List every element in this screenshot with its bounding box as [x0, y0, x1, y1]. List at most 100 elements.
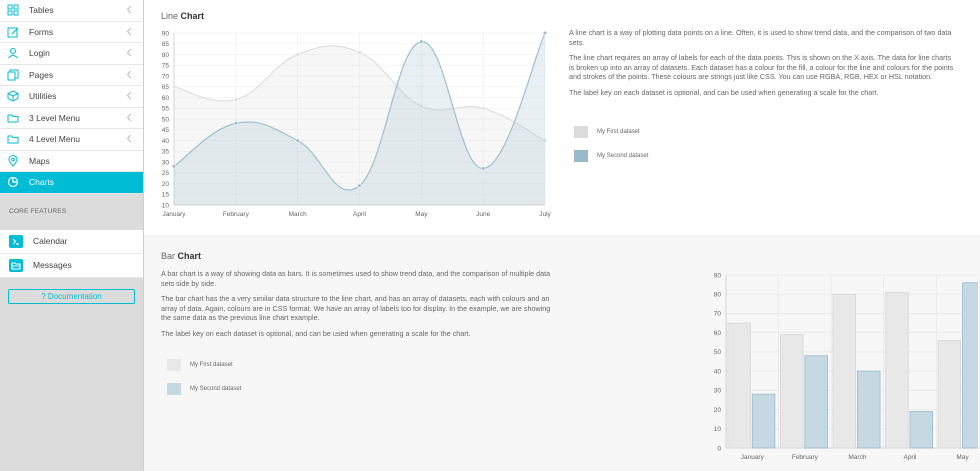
sidebar-item-label: Calendar: [33, 236, 68, 246]
bar-legend-label-first: My First dataset: [190, 362, 233, 368]
line-y-tick-label: 45: [162, 127, 170, 134]
core-features-nav: Calendar Messages: [0, 229, 143, 278]
line-chart-title: Line Chart: [161, 11, 205, 21]
bar-y-tick-label: 80: [714, 292, 722, 299]
bar-second[interactable]: [909, 411, 934, 449]
bar-desc-paragraph-2: The bar chart has the a very similar dat…: [161, 294, 551, 323]
legend-label-first: My First dataset: [597, 129, 640, 135]
bar-y-tick-label: 30: [714, 388, 722, 395]
bar-y-tick-label: 20: [714, 407, 722, 414]
bar-y-tick-label: 70: [714, 311, 722, 318]
line-point-second[interactable]: [419, 39, 424, 44]
bar-legend-label-second: My Second dataset: [190, 386, 242, 392]
chevron-left-icon: [126, 91, 132, 102]
utilities-icon: [6, 89, 20, 103]
pie-chart-icon: [6, 175, 20, 189]
sidebar-item-label: Tables: [29, 5, 54, 16]
line-point-second[interactable]: [542, 30, 548, 36]
sidebar-item-messages[interactable]: Messages: [0, 254, 143, 278]
map-pin-icon: [6, 154, 20, 168]
chevron-left-icon: [126, 27, 132, 38]
line-y-tick-label: 15: [162, 192, 170, 199]
line-point-first[interactable]: [295, 52, 300, 57]
bar-first[interactable]: [885, 291, 909, 449]
line-point-first[interactable]: [481, 106, 486, 111]
chevron-left-icon: [126, 70, 132, 81]
sidebar-item-3-level-menu[interactable]: 3 Level Menu: [0, 108, 143, 129]
sidebar-item-pages[interactable]: Pages: [0, 65, 143, 86]
sidebar-item-label: 3 Level Menu: [29, 112, 81, 123]
sidebar-item-label: Pages: [29, 69, 54, 80]
bar-first[interactable]: [832, 293, 856, 449]
line-point-first[interactable]: [542, 138, 548, 143]
pages-icon: [6, 68, 20, 82]
bar-x-tick-label: March: [848, 454, 866, 461]
line-y-tick-label: 50: [162, 116, 170, 123]
line-y-tick-label: 70: [162, 73, 170, 80]
line-chart-legend: My First dataset My Second dataset: [574, 126, 648, 174]
legend-swatch-first: [574, 126, 588, 138]
sidebar-item-tables[interactable]: Tables: [0, 0, 143, 22]
line-point-second[interactable]: [171, 164, 177, 169]
sidebar-item-charts[interactable]: Charts: [0, 172, 143, 194]
sidebar: Tables Forms Login Pages Utilities 3 Level Me…: [0, 0, 144, 471]
line-desc-paragraph-2: The line chart requires an array of labe…: [569, 53, 954, 82]
bar-y-tick-label: 10: [714, 426, 722, 433]
bar-x-tick-label: May: [956, 454, 969, 461]
line-point-first[interactable]: [171, 84, 177, 89]
line-desc-paragraph-1: A line chart is a way of plotting data p…: [569, 28, 952, 47]
line-chart-panel: Line Chart 10 15 20 25 30 35 40 45 50 55 60 65 70 75 8…: [144, 0, 980, 235]
bar-legend-swatch-second: [167, 383, 181, 395]
sidebar-item-login[interactable]: Login: [0, 43, 143, 65]
sidebar-item-forms[interactable]: Forms: [0, 22, 143, 43]
bar-desc-paragraph-1: A bar chart is a way of showing data as …: [161, 269, 551, 288]
line-x-tick-label: January: [162, 211, 186, 218]
bar-second[interactable]: [857, 370, 881, 449]
bar-first[interactable]: [780, 334, 804, 449]
bar-chart: 0 10 20 30 40 50 60 70 80 90 January February March A…: [714, 272, 978, 461]
line-point-second[interactable]: [233, 121, 238, 126]
line-y-tick-label: 10: [162, 202, 170, 209]
bar-chart-title: Bar Chart: [161, 251, 202, 261]
bar-second[interactable]: [751, 393, 776, 449]
sidebar-item-4-level-menu[interactable]: 4 Level Menu: [0, 129, 143, 151]
line-point-second[interactable]: [481, 166, 486, 171]
bar-x-tick-label: February: [792, 454, 819, 461]
bar-legend-swatch-first: [167, 359, 181, 371]
sidebar-item-calendar[interactable]: Calendar: [0, 230, 143, 254]
line-x-tick-label: May: [415, 211, 428, 218]
line-y-tick-label: 30: [162, 159, 170, 166]
bar-x-tick-label: April: [903, 454, 917, 461]
line-chart-description: A line chart is a way of plotting data p…: [569, 28, 955, 104]
line-point-first[interactable]: [357, 50, 362, 55]
legend-item-first: My First dataset: [574, 126, 648, 138]
line-x-tick-label: March: [289, 211, 307, 218]
bar-y-tick-label: 0: [717, 445, 721, 452]
line-y-tick-label: 60: [162, 95, 170, 102]
bar-second[interactable]: [962, 282, 978, 449]
user-icon: [6, 46, 20, 60]
documentation-button[interactable]: ? Documentation: [8, 289, 135, 304]
bar-first[interactable]: [727, 322, 751, 449]
line-point-second[interactable]: [295, 138, 300, 143]
bar-second[interactable]: [804, 355, 828, 449]
line-x-tick-label: April: [353, 211, 367, 218]
sidebar-item-utilities[interactable]: Utilities: [0, 86, 143, 108]
sidebar-item-maps[interactable]: Maps: [0, 151, 143, 172]
bar-x-tick-label: January: [741, 454, 765, 461]
line-y-tick-label: 20: [162, 181, 170, 188]
chevron-left-icon: [126, 113, 132, 124]
line-point-second[interactable]: [357, 183, 362, 188]
bar-legend-item-second: My Second dataset: [167, 383, 241, 395]
bar-chart-panel: Bar Chart A bar chart is a way of showin…: [144, 235, 980, 471]
line-point-first[interactable]: [419, 103, 424, 109]
line-point-first[interactable]: [233, 97, 238, 102]
sidebar-item-label: Messages: [33, 260, 72, 270]
bar-first[interactable]: [937, 339, 962, 449]
bar-chart-legend: My First dataset My Second dataset: [167, 359, 241, 407]
legend-item-second: My Second dataset: [574, 150, 648, 162]
sidebar-nav: Tables Forms Login Pages Utilities 3 Level Me…: [0, 0, 143, 194]
legend-swatch-second: [574, 150, 588, 162]
line-y-tick-label: 25: [162, 170, 170, 177]
line-y-tick-label: 90: [162, 30, 170, 37]
